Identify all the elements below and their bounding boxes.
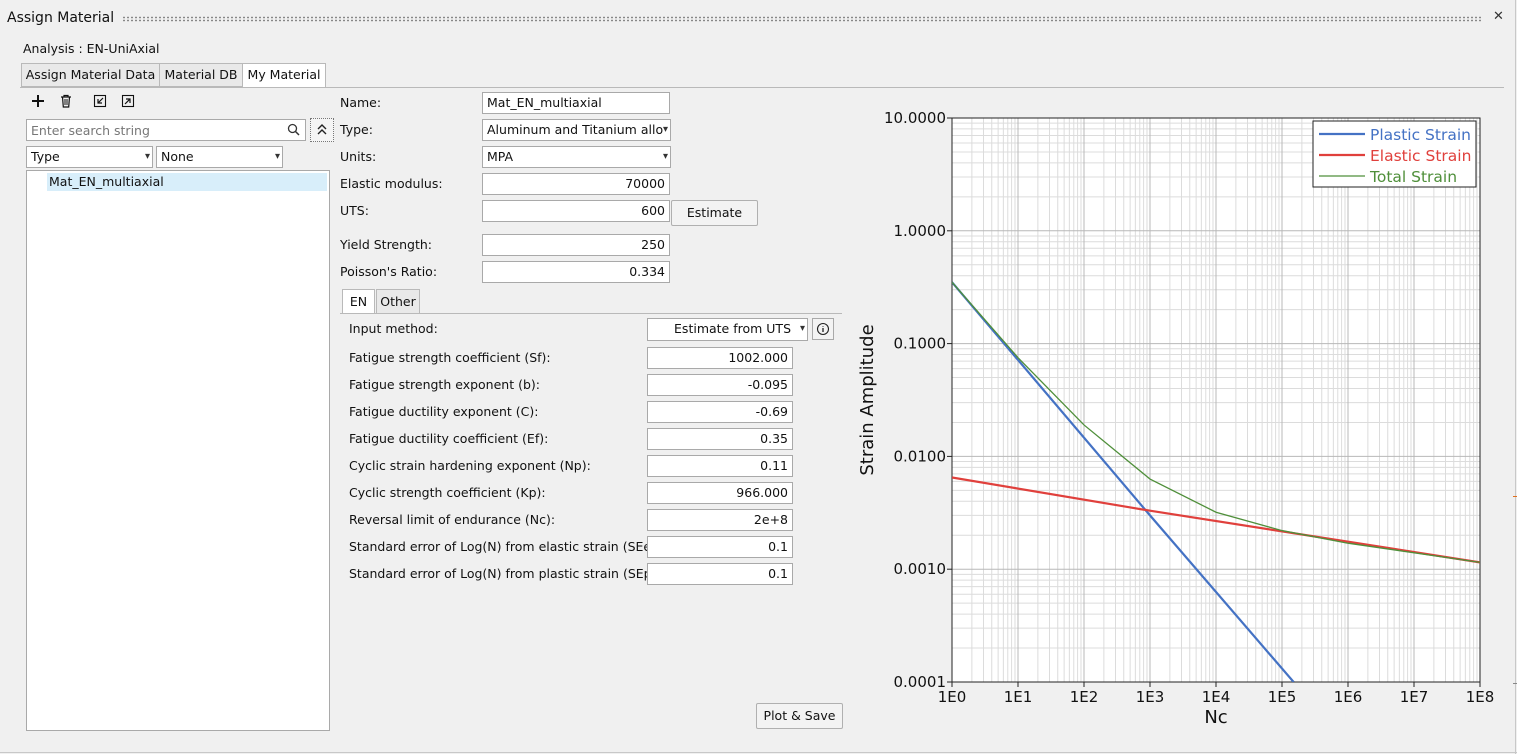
en-param-field[interactable]: 0.11 [647, 455, 793, 477]
edge-marker [1513, 496, 1517, 497]
en-param-label: Standard error of Log(N) from elastic st… [349, 539, 661, 554]
x-tick-label: 1E2 [1070, 688, 1099, 706]
en-param-field[interactable]: 0.1 [647, 536, 793, 558]
x-tick-label: 1E5 [1268, 688, 1297, 706]
input-method-select[interactable]: Estimate from UTS ▾ [647, 318, 808, 341]
y-tick-label: 10.0000 [884, 109, 946, 127]
x-tick-label: 1E0 [938, 688, 967, 706]
chevron-down-icon: ▾ [662, 151, 668, 162]
poisson-ratio-field[interactable]: 0.334 [482, 261, 670, 283]
tab-en[interactable]: EN [342, 289, 375, 314]
units-select[interactable]: MPA ▾ [482, 146, 671, 168]
export-icon[interactable] [118, 94, 138, 112]
series-line [952, 476, 1480, 564]
tab-assign-material-data[interactable]: Assign Material Data [21, 63, 160, 87]
plot-save-button[interactable]: Plot & Save [756, 703, 843, 729]
x-tick-label: 1E1 [1004, 688, 1033, 706]
yield-strength-field[interactable]: 250 [482, 234, 670, 256]
en-param-field[interactable]: 2e+8 [647, 509, 793, 531]
material-type-value: Aluminum and Titanium allo [487, 122, 664, 137]
strain-life-chart: 1E0 1E1 1E2 1E3 1E4 1E5 1E6 1E7 1E8 0.0001 0.0010 0… [857, 109, 1495, 728]
tab-material-db[interactable]: Material DB [159, 63, 243, 87]
uts-field[interactable]: 600 [482, 200, 670, 222]
en-param-field[interactable]: -0.095 [647, 374, 793, 396]
uts-label: UTS: [340, 203, 369, 218]
en-param-label: Fatigue strength exponent (b): [349, 377, 540, 392]
close-icon[interactable]: ✕ [1493, 9, 1504, 24]
en-param-label: Fatigue ductility exponent (C): [349, 404, 539, 419]
search-icon[interactable] [287, 123, 300, 139]
window-title: Assign Material [7, 10, 115, 26]
list-item[interactable]: Mat_EN_multiaxial [47, 173, 327, 191]
poisson-ratio-label: Poisson's Ratio: [340, 264, 438, 279]
sub-tab-divider [340, 313, 842, 314]
series-line [952, 281, 1480, 563]
yield-strength-label: Yield Strength: [340, 237, 433, 252]
name-field[interactable]: Mat_EN_multiaxial [482, 92, 670, 114]
estimate-button[interactable]: Estimate [671, 200, 758, 226]
search-input[interactable]: Enter search string [26, 119, 306, 141]
elastic-modulus-label: Elastic modulus: [340, 176, 443, 191]
tab-divider [20, 87, 1504, 88]
double-chevron-up-icon[interactable] [310, 118, 334, 142]
y-axis-label: Strain Amplitude [857, 324, 878, 475]
en-param-field[interactable]: 0.1 [647, 563, 793, 585]
name-label: Name: [340, 95, 382, 110]
search-placeholder: Enter search string [31, 123, 150, 138]
tab-other[interactable]: Other [376, 289, 420, 314]
trash-icon[interactable] [56, 94, 76, 112]
import-icon[interactable] [90, 94, 110, 112]
edge-marker [1513, 683, 1517, 684]
plus-icon[interactable] [28, 94, 48, 112]
window-border [0, 752, 1517, 753]
y-tick-label: 0.0100 [894, 447, 947, 465]
chevron-down-icon: ▾ [274, 151, 280, 162]
en-param-label: Standard error of Log(N) from plastic st… [349, 566, 661, 581]
x-tick-label: 1E4 [1202, 688, 1231, 706]
x-tick-label: 1E8 [1466, 688, 1495, 706]
x-tick-label: 1E3 [1136, 688, 1165, 706]
units-value: MPA [487, 149, 514, 164]
en-param-label: Cyclic strain hardening exponent (Np): [349, 458, 591, 473]
en-param-field[interactable]: 0.35 [647, 428, 793, 450]
legend-label: Total Strain [1369, 168, 1457, 186]
analysis-label: Analysis : EN-UniAxial [23, 41, 160, 56]
en-param-label: Fatigue strength coefficient (Sf): [349, 350, 551, 365]
type-label: Type: [340, 122, 373, 137]
y-tick-label: 1.0000 [894, 222, 947, 240]
material-type-select[interactable]: Aluminum and Titanium allo ▾ [482, 119, 671, 141]
input-method-label: Input method: [349, 321, 438, 336]
x-tick-label: 1E7 [1400, 688, 1429, 706]
input-method-value: Estimate from UTS [674, 321, 791, 336]
type-filter-value: Type [31, 149, 60, 164]
legend-label: Elastic Strain [1370, 147, 1471, 165]
window-border [1515, 0, 1516, 754]
y-tick-label: 0.0001 [894, 673, 947, 691]
en-param-field[interactable]: -0.69 [647, 401, 793, 423]
chevron-down-icon: ▾ [144, 151, 150, 162]
en-param-field[interactable]: 966.000 [647, 482, 793, 504]
series-line [952, 281, 1295, 682]
tab-my-material[interactable]: My Material [242, 63, 326, 88]
value-filter-select[interactable]: None ▾ [156, 146, 283, 168]
chevron-down-icon: ▾ [662, 124, 668, 135]
x-tick-label: 1E6 [1334, 688, 1363, 706]
x-axis-label: Nc [1204, 707, 1227, 728]
en-param-field[interactable]: 1002.000 [647, 347, 793, 369]
elastic-modulus-field[interactable]: 70000 [482, 173, 670, 195]
y-tick-label: 0.0010 [894, 560, 947, 578]
en-param-label: Fatigue ductility coefficient (Ef): [349, 431, 549, 446]
type-filter-select[interactable]: Type ▾ [26, 146, 153, 168]
en-param-label: Cyclic strength coefficient (Kp): [349, 485, 546, 500]
chevron-down-icon: ▾ [799, 323, 805, 334]
legend-label: Plastic Strain [1370, 126, 1471, 144]
info-icon[interactable] [812, 318, 834, 340]
en-param-label: Reversal limit of endurance (Nc): [349, 512, 556, 527]
units-label: Units: [340, 149, 377, 164]
title-drag-handle[interactable] [122, 16, 1482, 22]
y-tick-label: 0.1000 [894, 335, 947, 353]
material-list: Mat_EN_multiaxial [26, 170, 330, 731]
value-filter-value: None [161, 149, 194, 164]
